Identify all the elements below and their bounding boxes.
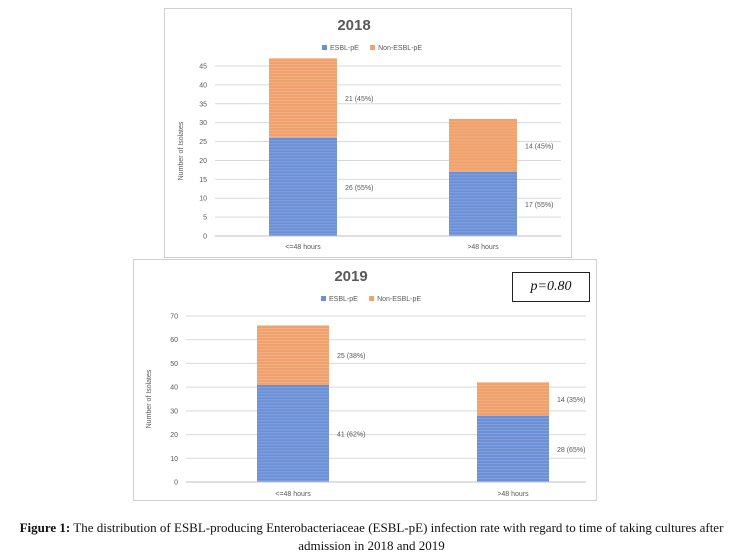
chart-2018-bar-esbl-1 <box>449 171 517 236</box>
chart-2019-legend-swatch-1 <box>369 296 375 301</box>
chart-2019-category-label: <=48 hours <box>275 491 311 498</box>
chart-2018-data-label: 14 (45%) <box>525 143 553 150</box>
chart-2018-legend-label-1: Non-ESBL-pE <box>378 45 422 52</box>
chart-2018-ytick-label: 35 <box>199 101 207 108</box>
chart-2019-bar-non-esbl-0 <box>257 325 329 385</box>
chart-2018-category-label: <=48 hours <box>285 244 321 251</box>
chart-2018-ytick-label: 20 <box>199 158 207 165</box>
chart-2019-panel: 2019 ESBL-pE Non-ESBL-pE 0 10 20 30 40 50 60 70 Num… <box>133 259 597 501</box>
chart-2018-legend-swatch-0 <box>322 45 327 50</box>
chart-2018-ytick-label: 25 <box>199 139 207 146</box>
figure-caption-text: The distribution of ESBL-producing Enter… <box>70 520 724 553</box>
chart-2019-data-label: 41 (62%) <box>337 431 365 438</box>
chart-2019-ytick-label: 10 <box>170 456 178 463</box>
chart-2018-ytick-label: 10 <box>199 196 207 203</box>
chart-2018-ytick-label: 15 <box>199 177 207 184</box>
chart-2018-ytick-label: 5 <box>203 215 207 222</box>
chart-2018-data-label: 17 (55%) <box>525 202 553 209</box>
chart-2018-title: 2018 <box>337 17 370 34</box>
chart-2018-panel: 2018 ESBL-pE Non-ESBL-pE 0 5 10 15 20 25 30 35 40 45… <box>164 8 572 258</box>
chart-2019: 2019 ESBL-pE Non-ESBL-pE 0 10 20 30 40 50 60 70 Num… <box>146 268 586 498</box>
chart-2018-data-label: 21 (45%) <box>345 96 373 103</box>
figure-caption: Figure 1: The distribution of ESBL-produ… <box>0 519 743 555</box>
chart-2019-ylabel: Number of Isolates <box>146 369 153 428</box>
chart-2019-data-label: 25 (38%) <box>337 353 365 360</box>
chart-2018-ytick-label: 45 <box>199 64 207 71</box>
chart-2018-bar-non-esbl-1 <box>449 118 517 172</box>
chart-2019-ytick-label: 0 <box>174 480 178 487</box>
chart-2018: 2018 ESBL-pE Non-ESBL-pE 0 5 10 15 20 25 30 35 40 45… <box>178 17 561 251</box>
chart-2018-ytick-label: 30 <box>199 120 207 127</box>
chart-2019-title: 2019 <box>334 268 367 285</box>
chart-2018-category-label: >48 hours <box>467 244 499 251</box>
chart-2019-data-label: 14 (35%) <box>557 397 585 404</box>
chart-2019-ytick-label: 20 <box>170 432 178 439</box>
chart-2019-bar-esbl-1 <box>477 415 549 482</box>
p-value-text: p=0.80 <box>530 279 572 294</box>
chart-2019-legend-label-0: ESBL-pE <box>329 296 358 303</box>
chart-2018-bar-esbl-0 <box>269 137 337 236</box>
chart-2019-ytick-label: 40 <box>170 385 178 392</box>
p-value-box: p=0.80 <box>512 272 590 302</box>
chart-2018-ytick-label: 40 <box>199 82 207 89</box>
chart-2018-legend-swatch-1 <box>370 45 376 50</box>
chart-2019-legend-swatch-0 <box>321 296 326 301</box>
figure-caption-lead: Figure 1: <box>19 520 71 535</box>
chart-2019-bar-non-esbl-1 <box>477 382 549 416</box>
chart-2019-bar-esbl-0 <box>257 384 329 482</box>
chart-2019-ytick-label: 60 <box>170 337 178 344</box>
chart-2018-legend-label-0: ESBL-pE <box>330 45 359 52</box>
chart-2018-bar-non-esbl-0 <box>269 58 337 138</box>
chart-2019-ytick-label: 50 <box>170 361 178 368</box>
chart-2018-ytick-label: 0 <box>203 234 207 241</box>
chart-2019-data-label: 28 (65%) <box>557 447 585 454</box>
chart-2019-category-label: >48 hours <box>497 491 529 498</box>
chart-2019-ytick-label: 70 <box>170 314 178 321</box>
chart-2019-legend-label-1: Non-ESBL-pE <box>377 296 421 303</box>
chart-2018-data-label: 26 (55%) <box>345 185 373 192</box>
chart-2019-ytick-label: 30 <box>170 408 178 415</box>
chart-2018-ylabel: Number of Isolates <box>178 121 185 180</box>
